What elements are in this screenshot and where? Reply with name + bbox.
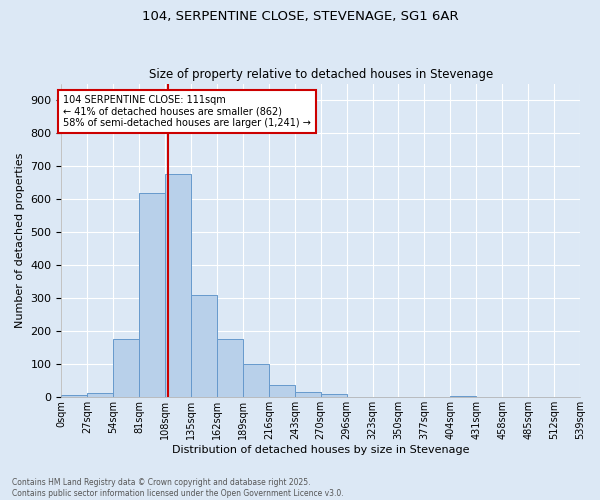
Text: 104, SERPENTINE CLOSE, STEVENAGE, SG1 6AR: 104, SERPENTINE CLOSE, STEVENAGE, SG1 6A… [142,10,458,23]
Bar [321,394,347,398]
Bar [165,174,191,398]
Bar [243,364,269,398]
Bar [61,394,88,398]
Bar [269,384,295,398]
Y-axis label: Number of detached properties: Number of detached properties [15,152,25,328]
Bar [191,295,217,398]
Text: Contains HM Land Registry data © Crown copyright and database right 2025.
Contai: Contains HM Land Registry data © Crown c… [12,478,344,498]
Text: 104 SERPENTINE CLOSE: 111sqm
← 41% of detached houses are smaller (862)
58% of s: 104 SERPENTINE CLOSE: 111sqm ← 41% of de… [64,95,311,128]
Bar [88,394,113,398]
Title: Size of property relative to detached houses in Stevenage: Size of property relative to detached ho… [149,68,493,81]
Bar [295,392,321,398]
Bar [113,340,139,398]
Bar [217,338,243,398]
Bar [139,192,165,398]
Bar [451,396,476,398]
X-axis label: Distribution of detached houses by size in Stevenage: Distribution of detached houses by size … [172,445,469,455]
